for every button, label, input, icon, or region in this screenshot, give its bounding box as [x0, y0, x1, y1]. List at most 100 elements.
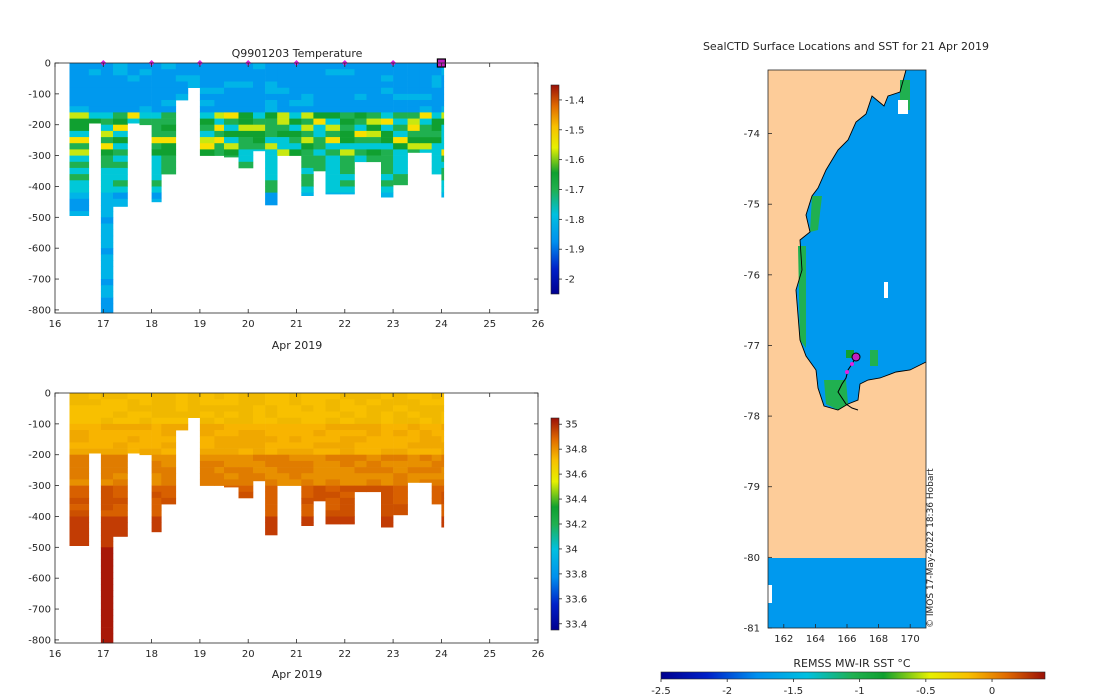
profile-cell	[69, 535, 90, 542]
profile-cell	[381, 405, 394, 412]
profile-cell	[301, 137, 314, 144]
profile-cell	[354, 405, 367, 412]
profile-cell	[277, 399, 290, 406]
colorbar-tick-label: 34.6	[565, 470, 587, 481]
profile-cell	[224, 118, 239, 126]
profile-cell	[161, 93, 177, 101]
profile-cell	[340, 491, 355, 499]
profile-cell	[393, 69, 408, 76]
profile-cell	[407, 124, 420, 132]
salinity-x-label: Apr 2019	[272, 668, 323, 681]
x-tick-label: 18	[145, 649, 158, 660]
profile-cell	[100, 167, 114, 175]
profile-cell	[325, 106, 341, 113]
profile-cell	[340, 149, 355, 156]
profile-cell	[238, 405, 254, 412]
profile-cell	[199, 479, 215, 486]
profile-cell	[340, 130, 355, 138]
profile-cell	[69, 186, 90, 193]
profile-cell	[340, 454, 355, 462]
profile-cell	[151, 130, 162, 138]
profile-cell	[265, 149, 278, 156]
no-data-patch	[768, 585, 772, 603]
profile-cell	[151, 522, 162, 530]
profile-cell	[214, 100, 225, 107]
profile-cell	[301, 485, 314, 493]
profile-cell	[325, 124, 341, 132]
profile-cell	[161, 124, 177, 132]
profile-cell	[161, 393, 177, 400]
profile-cell	[289, 405, 302, 412]
profile-cell	[69, 467, 90, 474]
profile-cell	[407, 473, 420, 480]
profile-cell	[325, 69, 341, 76]
profile-cell	[100, 411, 114, 418]
profile-cell	[393, 485, 408, 493]
x-tick-label: 19	[194, 649, 207, 660]
profile-cell	[301, 460, 314, 468]
profile-cell	[69, 541, 90, 546]
profile-cell	[199, 100, 215, 107]
profile-cell	[366, 485, 382, 493]
profile-cell	[407, 430, 420, 437]
profile-cell	[441, 167, 445, 175]
profile-cell	[301, 491, 314, 499]
profile-cell	[381, 516, 394, 523]
profile-cell	[127, 75, 140, 82]
profile-cell	[301, 510, 314, 517]
profile-cell	[407, 423, 420, 431]
profile-cell	[69, 393, 90, 400]
y-tick-label: -800	[28, 305, 51, 316]
profile-cell	[313, 411, 326, 418]
profile-cell	[214, 130, 225, 138]
profile-cell	[151, 81, 162, 88]
profile-cell	[214, 436, 225, 443]
profile-cell	[381, 100, 394, 107]
profile-cell	[301, 405, 314, 412]
profile-cell	[301, 174, 314, 181]
profile-cell	[69, 81, 90, 88]
profile-cell	[100, 192, 114, 200]
profile-cell	[253, 75, 266, 82]
profile-cell	[381, 504, 394, 511]
profile-cell	[381, 448, 394, 456]
colorbar-tick-label: -1.9	[565, 245, 585, 256]
profile-cell	[441, 510, 445, 517]
profile-cell	[151, 430, 162, 437]
profile-cell	[381, 399, 394, 406]
profile-cell	[393, 137, 408, 144]
profile-cell	[354, 118, 367, 126]
profile-cell	[100, 235, 114, 243]
map-credit: © IMOS 17-May-2022 18:36 Hobart	[926, 468, 936, 628]
profile-cell	[313, 63, 326, 70]
profile-cell	[419, 87, 433, 95]
profile-cell	[277, 137, 290, 144]
profile-cell	[161, 81, 177, 88]
x-tick-label: 20	[242, 319, 255, 330]
profile-cell	[340, 93, 355, 101]
profile-cell	[100, 81, 114, 88]
profile-cell	[366, 124, 382, 132]
profile-cell	[151, 393, 162, 400]
profile-cell	[127, 81, 140, 88]
profile-cell	[366, 69, 382, 76]
profile-cell	[265, 63, 278, 70]
profile-cell	[381, 467, 394, 474]
profile-cell	[381, 460, 394, 468]
profile-cell	[187, 69, 201, 76]
profile-cell	[431, 112, 442, 119]
profile-cell	[407, 93, 420, 101]
profile-cell	[265, 174, 278, 181]
profile-cell	[175, 405, 189, 412]
profile-cell	[277, 69, 290, 76]
profile-cell	[151, 192, 162, 200]
profile-cell	[277, 118, 290, 126]
profile-cell	[393, 130, 408, 138]
profile-cell	[69, 143, 90, 150]
profile-cell	[381, 87, 394, 95]
profile-cell	[69, 479, 90, 486]
profile-cell	[381, 81, 394, 88]
profile-cell	[100, 309, 114, 314]
profile-cell	[253, 423, 266, 431]
profile-cell	[151, 186, 162, 193]
